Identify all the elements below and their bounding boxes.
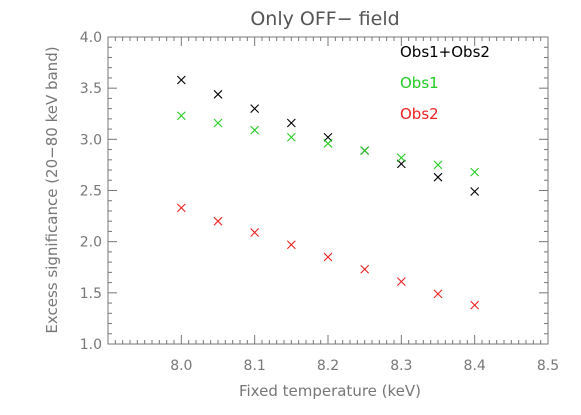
data-point <box>470 300 480 310</box>
x-tick-label: 8.4 <box>464 358 486 374</box>
legend-entry: Obs1+Obs2 <box>400 43 490 61</box>
y-tick-label: 3.0 <box>80 132 102 148</box>
data-point <box>323 252 333 262</box>
data-point <box>396 159 406 169</box>
data-point <box>250 104 260 114</box>
data-point <box>286 132 296 142</box>
data-point <box>470 187 480 196</box>
data-point <box>323 139 333 148</box>
x-tick-label: 8.0 <box>170 358 192 374</box>
data-point <box>433 172 443 182</box>
y-tick-label: 2.5 <box>80 184 102 200</box>
y-tick-label: 1.0 <box>80 337 102 353</box>
data-point <box>176 111 186 121</box>
data-point <box>286 240 296 250</box>
data-point <box>396 153 406 163</box>
data-point <box>176 203 186 213</box>
y-tick-label: 1.5 <box>80 286 102 302</box>
plot-frame <box>107 36 549 345</box>
legend-entry: Obs2 <box>400 105 439 123</box>
y-tick-labels: 1.0 1.5 2.0 2.5 3.0 3.5 4.0 <box>80 30 102 353</box>
data-point <box>250 228 260 237</box>
x-tick-label: 8.5 <box>537 358 559 374</box>
data-point <box>470 167 480 177</box>
data-point <box>213 89 223 99</box>
data-point <box>286 118 296 128</box>
data-point <box>323 132 333 142</box>
chart-title: Only OFF− field <box>250 8 399 30</box>
x-tick-labels: 8.0 8.1 8.2 8.3 8.4 8.5 <box>170 358 559 374</box>
x-tick-label: 8.3 <box>390 358 412 374</box>
axis-ticks <box>108 36 549 345</box>
y-tick-label: 4.0 <box>80 30 102 46</box>
data-point <box>213 118 223 128</box>
data-point <box>396 277 406 286</box>
data-point <box>433 160 443 170</box>
y-tick-label: 3.5 <box>80 81 102 97</box>
x-tick-label: 8.1 <box>244 358 266 374</box>
data-point <box>360 264 370 274</box>
legend: Obs1+Obs2 Obs1 Obs2 <box>400 43 490 123</box>
x-tick-label: 8.2 <box>317 358 339 374</box>
x-axis-label: Fixed temperature (keV) <box>239 382 421 400</box>
y-axis-label: Excess significance (20−80 keV band) <box>43 46 61 333</box>
data-point <box>213 216 223 226</box>
data-marks <box>176 75 480 310</box>
data-point <box>433 289 443 299</box>
data-point <box>176 75 186 85</box>
data-point <box>360 146 370 155</box>
legend-entry: Obs1 <box>400 74 439 92</box>
y-tick-label: 2.0 <box>80 235 102 251</box>
data-point <box>250 125 260 135</box>
